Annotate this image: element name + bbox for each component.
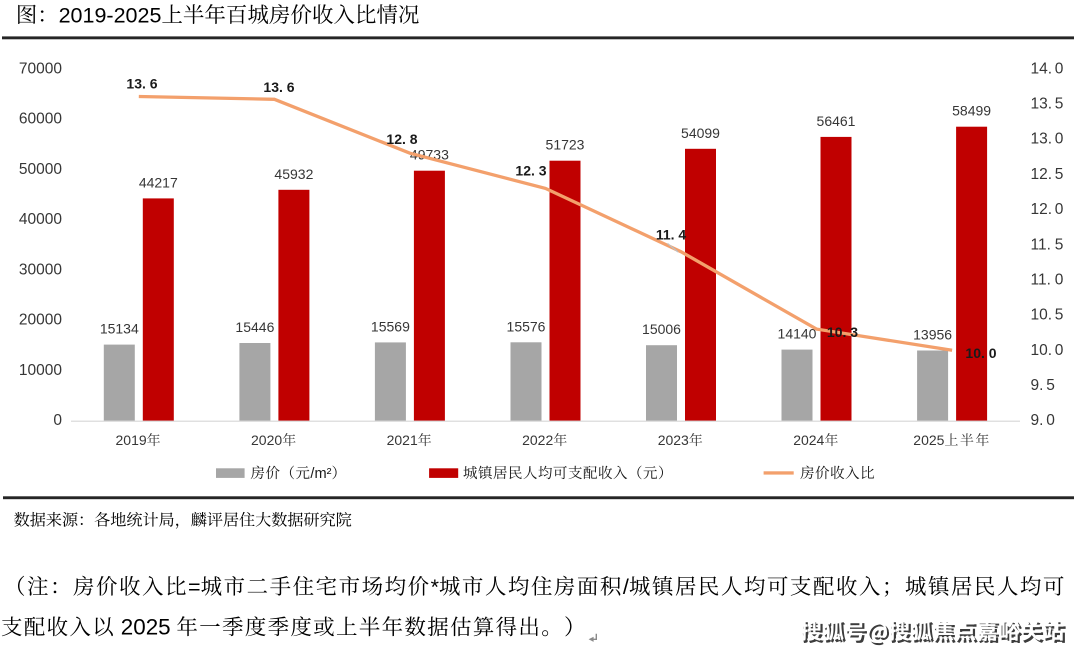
svg-text:13. 6: 13. 6: [263, 79, 294, 95]
svg-text:30000: 30000: [19, 261, 62, 278]
svg-text:2019: 2019: [116, 432, 147, 448]
svg-text:*: *: [431, 575, 440, 599]
svg-text:2023: 2023: [658, 432, 689, 448]
svg-text:9.: 9.: [1031, 377, 1044, 394]
svg-text:49733: 49733: [410, 147, 449, 163]
svg-text:5: 5: [1055, 166, 1064, 183]
svg-text:70000: 70000: [19, 60, 62, 77]
svg-text:11. 4: 11. 4: [656, 227, 687, 243]
svg-text:10000: 10000: [19, 362, 62, 379]
svg-text:12. 3: 12. 3: [515, 163, 546, 179]
svg-text:/m²: /m²: [310, 466, 331, 482]
svg-text:2019-2025: 2019-2025: [59, 3, 162, 27]
svg-text:0: 0: [53, 412, 62, 429]
svg-text:40000: 40000: [19, 211, 62, 228]
svg-text:13.: 13.: [1031, 96, 1053, 113]
svg-text:10.: 10.: [1031, 307, 1053, 324]
svg-text:2025: 2025: [121, 615, 171, 640]
svg-text:12.: 12.: [1031, 166, 1053, 183]
svg-text:15446: 15446: [235, 319, 274, 335]
svg-text:50000: 50000: [19, 161, 62, 178]
svg-text:2021: 2021: [387, 432, 418, 448]
svg-text:11.: 11.: [1031, 236, 1051, 253]
svg-text:12.: 12.: [1031, 201, 1053, 218]
svg-text:10.: 10.: [1031, 342, 1053, 359]
svg-text:56461: 56461: [817, 113, 856, 129]
svg-text:13.: 13.: [1031, 131, 1053, 148]
svg-text:60000: 60000: [19, 111, 62, 128]
svg-text:0: 0: [1055, 271, 1064, 288]
svg-text:15569: 15569: [371, 318, 410, 334]
svg-text:15134: 15134: [100, 321, 139, 337]
svg-text:58499: 58499: [952, 103, 991, 119]
svg-text:11.: 11.: [1031, 271, 1051, 288]
svg-text:/: /: [623, 575, 629, 599]
svg-text:9.: 9.: [1031, 412, 1044, 429]
svg-text:20000: 20000: [19, 312, 62, 329]
svg-text:14.: 14.: [1031, 60, 1053, 77]
svg-text:5: 5: [1055, 236, 1064, 253]
svg-text:0: 0: [1055, 131, 1064, 148]
svg-text:0: 0: [1055, 201, 1064, 218]
svg-text:44217: 44217: [139, 174, 178, 190]
svg-text:5: 5: [1055, 96, 1064, 113]
svg-text:2025: 2025: [913, 432, 944, 448]
svg-text:5: 5: [1046, 377, 1055, 394]
svg-text:5: 5: [1055, 307, 1064, 324]
svg-text:2022: 2022: [522, 432, 553, 448]
svg-text:0: 0: [1055, 60, 1064, 77]
svg-text:51723: 51723: [546, 137, 585, 153]
svg-text:13956: 13956: [913, 327, 952, 343]
svg-text:54099: 54099: [681, 125, 720, 141]
svg-text:2024: 2024: [793, 432, 824, 448]
svg-text:12. 8: 12. 8: [386, 131, 417, 147]
svg-text:=: =: [188, 575, 201, 599]
svg-text:10. 0: 10. 0: [965, 345, 996, 361]
svg-text:14140: 14140: [778, 326, 817, 342]
svg-text:15576: 15576: [507, 318, 546, 334]
svg-text:15006: 15006: [642, 321, 681, 337]
svg-text:45932: 45932: [274, 166, 313, 182]
svg-text:10. 3: 10. 3: [827, 324, 858, 340]
svg-text:2020: 2020: [251, 432, 282, 448]
svg-text:0: 0: [1055, 342, 1064, 359]
svg-text:0: 0: [1046, 412, 1055, 429]
svg-text:13. 6: 13. 6: [126, 76, 157, 92]
